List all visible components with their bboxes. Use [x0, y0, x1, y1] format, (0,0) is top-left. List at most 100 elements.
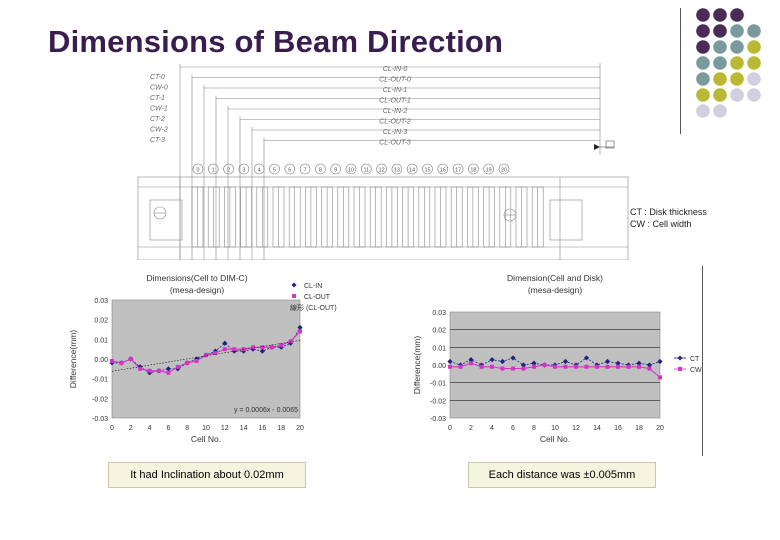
drawing-left-label: CW-1	[150, 106, 168, 113]
slide-title: Dimensions of Beam Direction	[48, 24, 504, 59]
cell-number-label: 16	[440, 168, 446, 174]
y-tick-label: 0.03	[432, 310, 446, 317]
decorative-dot	[747, 72, 761, 86]
cell-number-circle	[299, 163, 311, 175]
cell-number-label: 11	[363, 168, 369, 174]
legend-label: CL-OUT	[304, 294, 331, 301]
cell-number-circle	[437, 163, 449, 175]
y-tick-label: 0.01	[94, 337, 108, 344]
data-point	[532, 364, 536, 369]
decorative-dot	[696, 104, 710, 118]
data-point	[583, 355, 590, 361]
cell-number-circle	[253, 163, 265, 175]
cell-number-circle	[315, 163, 326, 175]
cell-number-circle	[361, 163, 372, 175]
decorative-dot	[696, 56, 710, 70]
cell-number-label: 9	[334, 168, 337, 174]
data-point	[166, 370, 171, 375]
chart-cell-to-dim-c: Dimensions(Cell to DIM-C) (mesa-design) 0.…	[68, 273, 337, 444]
drawing-left-label: CT-3	[150, 137, 165, 144]
drawing-center-label: CL-OUT-0	[379, 77, 411, 84]
cell-number-label: 10	[348, 168, 354, 174]
cell-number-circle	[284, 163, 296, 175]
decorative-dot	[713, 104, 727, 118]
decorative-dot	[713, 56, 727, 70]
decorative-dot	[747, 88, 761, 102]
cell-number-circle	[452, 163, 464, 175]
caption-inclination: It had Inclination about 0.02mm	[108, 462, 306, 488]
data-point	[222, 347, 227, 352]
data-point	[288, 339, 293, 344]
x-tick-label: 14	[240, 425, 248, 432]
data-point	[499, 358, 506, 365]
chart-title: Dimension(Cell and Disk)	[507, 273, 603, 283]
caption-distance: Each distance was ±0.005mm	[468, 462, 656, 488]
legend-label: CW	[690, 367, 702, 374]
decorative-dot	[730, 8, 744, 22]
decorative-dot	[730, 24, 744, 38]
x-tick-label: 16	[259, 425, 267, 432]
chart-subtitle: (mesa-design)	[528, 285, 582, 295]
drawing-left-label: CW-0	[150, 85, 168, 92]
data-point	[119, 360, 124, 365]
x-tick-label: 8	[532, 425, 536, 432]
y-tick-label: -0.01	[92, 377, 108, 384]
decorative-dot	[696, 40, 710, 54]
data-point	[204, 353, 208, 358]
decorative-dot	[713, 24, 727, 38]
cell-number-circle	[192, 163, 204, 175]
data-point	[259, 348, 265, 354]
cell-number-label: 7	[304, 168, 307, 174]
x-axis-label: Cell No.	[540, 434, 570, 444]
y-tick-label: -0.02	[92, 396, 108, 403]
cell-number-label: 1	[212, 168, 215, 174]
cell-number-label: 5	[273, 168, 276, 174]
data-point	[636, 360, 642, 366]
cell-number-label: 3	[242, 168, 245, 174]
drawing-left-label: CT-0	[150, 74, 165, 81]
cell-number-label: 4	[258, 168, 261, 174]
data-point	[222, 340, 228, 346]
legend-cw: CW : Cell width	[630, 219, 692, 229]
data-point	[251, 345, 255, 350]
decorative-dot	[713, 40, 727, 54]
legend-marker	[291, 282, 297, 288]
data-point	[448, 364, 452, 369]
decorative-dot	[747, 56, 761, 70]
data-point	[647, 366, 652, 371]
x-tick-label: 0	[448, 425, 452, 432]
decorative-dot	[730, 88, 744, 102]
cell-number-label: 15	[424, 168, 430, 174]
y-axis-label: Difference(mm)	[412, 336, 422, 395]
x-tick-label: 6	[511, 425, 515, 432]
data-point	[469, 361, 473, 366]
chart-divider-line	[702, 266, 703, 456]
plot-area	[111, 299, 301, 419]
drawing-left-label: CW-2	[150, 127, 168, 134]
data-point	[562, 358, 569, 365]
data-point	[658, 375, 662, 380]
data-point	[520, 362, 527, 368]
data-point	[605, 364, 610, 369]
y-tick-label: -0.01	[430, 381, 446, 388]
data-point	[510, 355, 516, 361]
data-point	[500, 366, 505, 371]
y-tick-label: 0.02	[94, 318, 108, 325]
x-tick-label: 12	[572, 425, 580, 432]
x-tick-label: 6	[166, 425, 170, 432]
cell-number-circle	[238, 163, 250, 175]
data-point	[616, 364, 620, 369]
decorative-dot	[696, 88, 710, 102]
cell-number-circle	[330, 163, 341, 175]
x-tick-label: 4	[490, 425, 494, 432]
decorative-dot-grid	[696, 8, 761, 118]
decorative-vertical-line	[680, 8, 681, 134]
data-point	[175, 364, 180, 369]
data-point	[626, 364, 631, 369]
data-point	[637, 364, 641, 369]
data-point	[615, 360, 621, 366]
data-point	[595, 364, 599, 369]
y-tick-label: 0.02	[432, 328, 446, 335]
legend-marker	[292, 294, 296, 298]
drawing-center-label: CL-OUT-3	[379, 140, 411, 147]
